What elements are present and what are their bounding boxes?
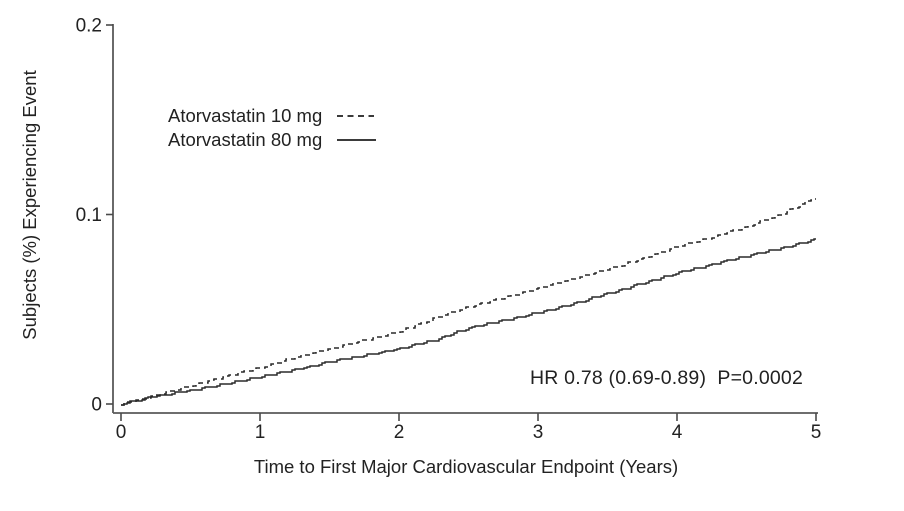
curve-atorvastatin-10-mg xyxy=(121,198,816,406)
y-axis-ticks: 0 0.1 0.2 xyxy=(76,16,113,416)
y-tick-label: 0.2 xyxy=(76,16,102,37)
hr-annotation: HR 0.78 (0.69-0.89) P=0.0002 xyxy=(530,367,803,389)
curve-atorvastatin-80-mg xyxy=(121,238,816,406)
legend: Atorvastatin 10 mg Atorvastatin 80 mg xyxy=(168,105,376,150)
x-tick-label: 0 xyxy=(116,422,127,443)
x-axis-title: Time to First Major Cardiovascular Endpo… xyxy=(254,456,678,477)
y-axis-title: Subjects (%) Experiencing Event xyxy=(19,70,40,339)
y-tick-label: 0 xyxy=(91,395,102,416)
legend-label-atorvastatin-80mg: Atorvastatin 80 mg xyxy=(168,129,322,150)
x-axis-ticks: 0 1 2 3 4 5 xyxy=(116,413,822,443)
legend-label-atorvastatin-10mg: Atorvastatin 10 mg xyxy=(168,105,322,126)
x-tick-label: 2 xyxy=(394,422,405,443)
x-tick-label: 1 xyxy=(255,422,266,443)
x-tick-label: 3 xyxy=(533,422,544,443)
y-tick-label: 0.1 xyxy=(76,205,102,226)
curve-group xyxy=(121,198,816,406)
x-tick-label: 5 xyxy=(811,422,822,443)
x-tick-label: 4 xyxy=(672,422,683,443)
